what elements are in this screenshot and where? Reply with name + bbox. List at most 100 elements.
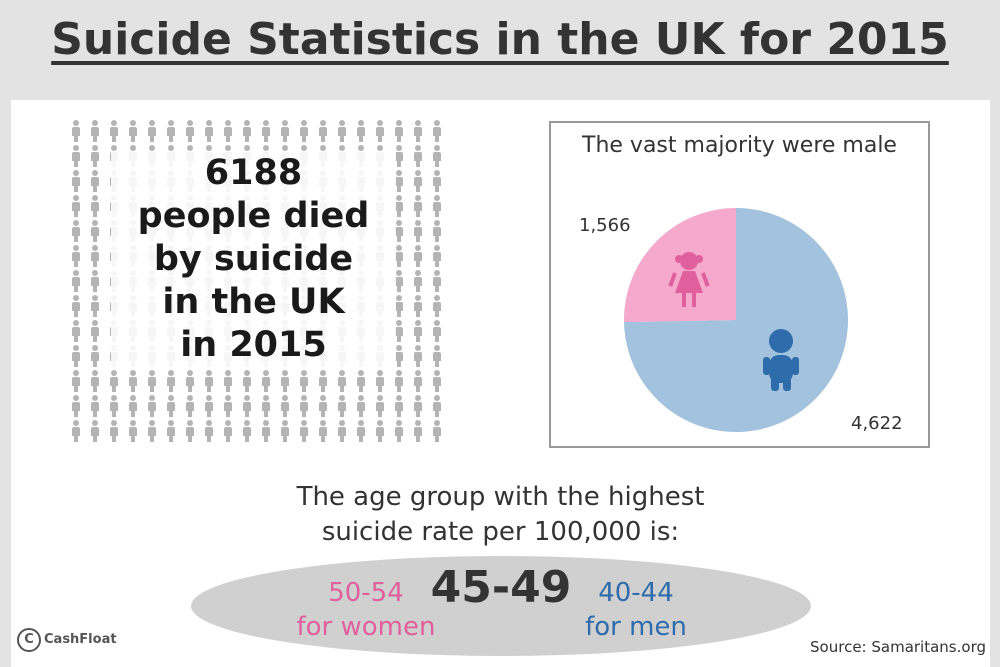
age-intro-line: The age group with the highest [296, 482, 705, 512]
person-icon [185, 370, 195, 392]
men-age-group: 40-44 for men [566, 576, 706, 644]
person-icon [432, 295, 442, 317]
person-icon [242, 120, 252, 142]
person-icon [71, 395, 81, 417]
men-age-label: for men [585, 612, 687, 642]
person-icon [223, 420, 233, 442]
person-icon [204, 370, 214, 392]
person-icon [185, 120, 195, 142]
person-icon [280, 420, 290, 442]
person-icon [71, 170, 81, 192]
pie-svg [624, 208, 848, 432]
men-slice-label: 4,622 [851, 413, 903, 434]
headline: 6188 people died by suicide in the UK in… [111, 152, 396, 367]
person-icon [90, 145, 100, 167]
person-icon [128, 370, 138, 392]
person-icon [71, 420, 81, 442]
person-icon [261, 120, 271, 142]
person-icon [90, 120, 100, 142]
person-icon [90, 345, 100, 367]
person-icon [394, 320, 404, 342]
page-title: Suicide Statistics in the UK for 2015 [51, 14, 949, 65]
person-icon [280, 120, 290, 142]
person-icon [299, 120, 309, 142]
women-age-range: 50-54 [328, 578, 404, 608]
person-icon [90, 295, 100, 317]
person-icon [147, 120, 157, 142]
person-icon [147, 370, 157, 392]
person-icon [413, 195, 423, 217]
person-icon [280, 395, 290, 417]
person-icon [356, 420, 366, 442]
person-icon [432, 245, 442, 267]
person-icon [432, 270, 442, 292]
person-icon [413, 145, 423, 167]
person-icon [413, 220, 423, 242]
logo-text: CashFloat [44, 632, 117, 647]
person-icon [71, 120, 81, 142]
person-icon [242, 395, 252, 417]
person-icon [71, 320, 81, 342]
gender-pie-chart: The vast majority were male 1,566 4,622 [549, 121, 930, 448]
person-icon [432, 120, 442, 142]
source-credit: Source: Samaritans.org [810, 638, 986, 656]
person-icon [147, 395, 157, 417]
person-icon [432, 320, 442, 342]
person-icon [394, 120, 404, 142]
person-icon [128, 395, 138, 417]
women-slice-label: 1,566 [579, 215, 631, 236]
person-icon [223, 395, 233, 417]
person-icon [223, 370, 233, 392]
person-icon [413, 370, 423, 392]
person-icon [394, 395, 404, 417]
person-icon [337, 420, 347, 442]
person-icon [356, 370, 366, 392]
cashfloat-logo-icon: C [17, 628, 41, 652]
person-icon [261, 420, 271, 442]
age-group-intro: The age group with the highest suicide r… [11, 480, 990, 550]
age-intro-line: suicide rate per 100,000 is: [321, 517, 680, 547]
person-icon [299, 370, 309, 392]
women-age-label: for women [296, 612, 436, 642]
person-icon [375, 395, 385, 417]
person-icon [394, 220, 404, 242]
person-icon [394, 345, 404, 367]
person-icon [413, 420, 423, 442]
person-icon [318, 420, 328, 442]
person-icon [71, 245, 81, 267]
person-icon [318, 395, 328, 417]
person-icon [261, 370, 271, 392]
person-icon [432, 370, 442, 392]
person-icon [242, 420, 252, 442]
person-icon [394, 245, 404, 267]
boy-icon [763, 329, 799, 391]
overall-age-group: 45-49 [430, 562, 572, 613]
person-icon [432, 220, 442, 242]
person-icon [394, 195, 404, 217]
person-icon [413, 270, 423, 292]
headline-line: in 2015 [111, 324, 396, 367]
person-icon [71, 295, 81, 317]
person-icon [299, 395, 309, 417]
person-icon [413, 170, 423, 192]
men-age-range: 40-44 [598, 578, 674, 608]
person-icon [394, 145, 404, 167]
headline-line: 6188 [111, 152, 396, 195]
person-icon [394, 420, 404, 442]
headline-line: people died [111, 195, 396, 238]
person-icon [90, 270, 100, 292]
person-icon [318, 370, 328, 392]
person-icon [394, 170, 404, 192]
person-icon [356, 120, 366, 142]
person-icon [432, 145, 442, 167]
person-icon [185, 395, 195, 417]
chart-title: The vast majority were male [582, 133, 897, 158]
person-icon [413, 345, 423, 367]
person-icon [413, 120, 423, 142]
person-icon [185, 420, 195, 442]
person-icon [90, 395, 100, 417]
person-icon [204, 395, 214, 417]
person-icon [337, 395, 347, 417]
person-icon [109, 370, 119, 392]
person-icon [71, 195, 81, 217]
